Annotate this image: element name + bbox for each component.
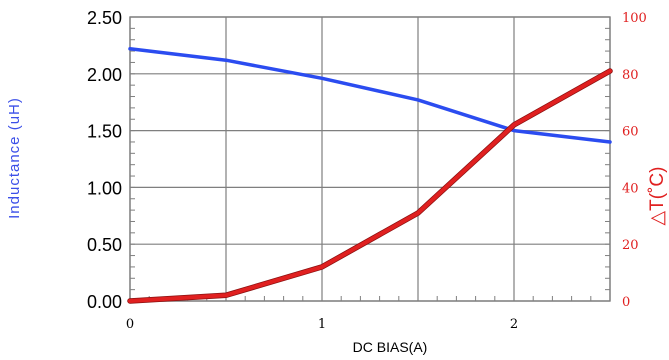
y2-axis-label: △T(˚C) (647, 167, 668, 226)
y2-tick-label: 60 (622, 125, 639, 140)
series-line-outline (127, 68, 613, 304)
y2-tick-label: 0 (622, 295, 630, 310)
y-axis-label: Inductance (uH) (6, 97, 23, 219)
y2-tick-label: 80 (622, 68, 639, 83)
y2-tick-label: 40 (622, 181, 639, 196)
y-tick-label: 2.50 (87, 8, 122, 28)
y-tick-label: 0.50 (87, 235, 122, 255)
y2-tick-label: 100 (622, 11, 647, 26)
left-tick-labels: 0.00 0.50 1.00 1.50 2.00 2.50 (87, 8, 122, 312)
y2-tick-label: 20 (622, 238, 639, 253)
right-tick-labels: 0 20 40 60 80 100 (622, 11, 647, 310)
y-tick-label: 0.00 (87, 292, 122, 312)
y-tick-label: 1.00 (87, 178, 122, 198)
series-line-1 (128, 69, 612, 303)
x-tick-labels: 0 1 2 (126, 317, 518, 332)
x-tick-label: 1 (318, 317, 326, 332)
y-tick-label: 1.50 (87, 122, 122, 142)
x-axis-label: DC BIAS(A) (353, 339, 428, 355)
x-tick-label: 0 (126, 317, 134, 332)
y-tick-label: 2.00 (87, 65, 122, 85)
x-tick-label: 2 (510, 317, 518, 332)
minor-ticks (130, 27, 610, 301)
grid (129, 16, 611, 302)
series-lines (127, 47, 613, 304)
plot-frame (129, 16, 611, 302)
series-line-0 (128, 47, 612, 144)
